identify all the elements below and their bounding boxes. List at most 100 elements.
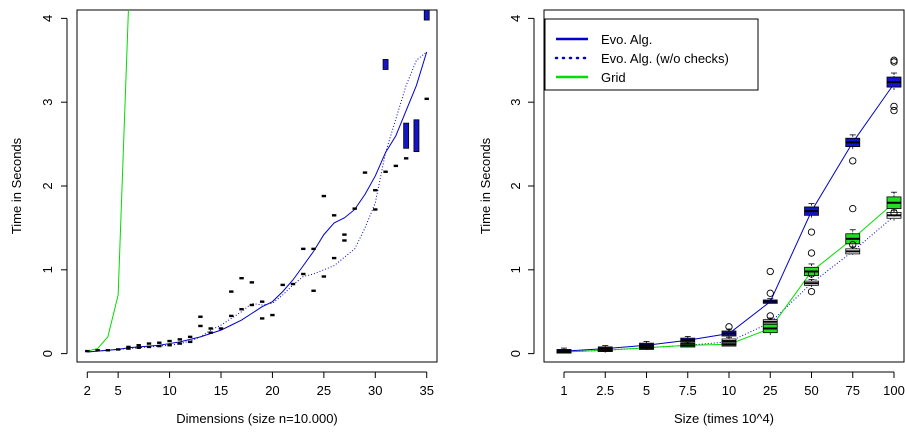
left-y-axis-label: Time in Seconds xyxy=(9,137,24,234)
left-data-point xyxy=(126,345,131,349)
left-box xyxy=(382,59,389,70)
right-y-tick-label: 2 xyxy=(508,182,523,189)
right-outlier-point xyxy=(807,287,816,296)
left-y-ticks: 0 1 2 3 4 xyxy=(40,15,68,357)
left-data-point xyxy=(126,347,131,350)
left-y-tick-label: 0 xyxy=(40,350,55,357)
right-panel: 1 2.5 5 7.5 10 25 50 75 100 0 1 2 3 4 Size (times 10… xyxy=(478,9,905,426)
left-series-line xyxy=(87,9,129,352)
left-y-tick-label: 1 xyxy=(40,266,55,273)
legend-label-evo: Evo. Alg. xyxy=(601,32,652,47)
right-outlier-point xyxy=(890,102,898,111)
right-y-tick-label: 0 xyxy=(508,350,523,357)
right-outlier-point xyxy=(807,249,816,257)
right-y-axis-label: Time in Seconds xyxy=(478,137,493,234)
left-series-line xyxy=(87,51,428,353)
right-y-ticks: 0 1 2 3 4 xyxy=(508,15,535,357)
left-data-point xyxy=(239,308,244,311)
right-plot-frame xyxy=(543,9,905,363)
left-x-tick-label: 30 xyxy=(368,383,382,398)
left-data-point xyxy=(208,327,213,330)
left-box xyxy=(403,122,410,149)
left-data-point xyxy=(331,214,337,217)
right-x-tick-label: 7.5 xyxy=(679,383,697,398)
left-box xyxy=(413,119,420,153)
left-data-point xyxy=(177,342,183,345)
left-data-point xyxy=(85,349,90,353)
left-data-point xyxy=(362,171,368,174)
left-x-ticks: 2 5 10 15 20 25 30 35 xyxy=(84,371,434,398)
left-x-tick-label: 10 xyxy=(162,383,176,398)
right-y-tick-label: 1 xyxy=(508,266,523,273)
right-series-line xyxy=(563,83,895,352)
left-data-point xyxy=(259,317,265,320)
left-data-point xyxy=(270,313,275,317)
left-data-point xyxy=(239,276,244,280)
right-x-tick-label: 50 xyxy=(804,383,818,398)
left-data-point xyxy=(373,188,378,192)
left-data-point xyxy=(105,349,111,352)
left-data-point xyxy=(249,281,255,284)
left-marks xyxy=(85,9,430,353)
legend-label-evo-nochecks: Evo. Alg. (w/o checks) xyxy=(601,51,729,66)
left-data-point xyxy=(157,344,162,348)
left-data-point xyxy=(301,247,306,251)
right-outlier-point xyxy=(849,241,857,249)
right-marks xyxy=(556,56,902,355)
right-outlier-point xyxy=(890,209,898,217)
left-data-point xyxy=(403,157,409,160)
right-outlier-point xyxy=(766,289,774,297)
left-x-axis-label: Dimensions (size n=10.000) xyxy=(176,411,338,426)
right-x-tick-label: 100 xyxy=(883,383,905,398)
right-outlier-point xyxy=(890,106,898,115)
left-data-point xyxy=(352,207,357,210)
left-x-tick-label: 2 xyxy=(84,383,91,398)
left-data-point xyxy=(187,335,193,339)
left-data-point xyxy=(373,208,378,211)
left-data-point xyxy=(393,164,399,168)
left-data-point xyxy=(280,283,285,287)
left-series-line xyxy=(87,51,428,353)
left-plot-frame xyxy=(76,9,438,363)
left-data-point xyxy=(229,314,234,318)
left-data-point xyxy=(331,256,337,260)
right-x-tick-label: 1 xyxy=(560,383,567,398)
left-x-tick-label: 20 xyxy=(265,383,279,398)
left-data-point xyxy=(259,300,265,303)
left-data-point xyxy=(208,331,213,334)
left-data-point xyxy=(229,290,234,293)
left-data-point xyxy=(342,239,347,242)
left-data-point xyxy=(311,247,316,251)
left-data-point xyxy=(311,289,316,292)
right-outlier-point xyxy=(766,312,774,320)
left-data-point xyxy=(321,275,327,278)
left-data-point xyxy=(249,303,255,307)
right-outlier-point xyxy=(807,270,816,278)
left-x-tick-label: 25 xyxy=(317,383,331,398)
left-data-point xyxy=(198,315,203,318)
left-data-point xyxy=(136,344,141,347)
right-outlier-point xyxy=(890,58,898,66)
right-x-tick-label: 10 xyxy=(722,383,736,398)
left-data-point xyxy=(95,349,100,352)
right-x-tick-label: 2.5 xyxy=(596,383,614,398)
left-x-tick-label: 15 xyxy=(214,383,228,398)
right-x-ticks: 1 2.5 5 7.5 10 25 50 75 100 xyxy=(560,371,905,398)
right-outlier-point xyxy=(849,204,857,213)
left-data-point xyxy=(218,327,224,330)
left-data-point xyxy=(342,233,347,236)
legend-label-grid: Grid xyxy=(601,70,626,85)
left-data-point xyxy=(167,344,172,347)
left-data-point xyxy=(157,341,162,344)
left-data-point xyxy=(290,282,296,286)
right-outlier-point xyxy=(849,157,857,165)
left-box xyxy=(423,9,430,21)
left-data-point xyxy=(301,272,306,276)
left-data-point xyxy=(146,342,152,345)
left-data-point xyxy=(136,346,141,349)
left-x-tick-label: 35 xyxy=(419,383,433,398)
left-data-point xyxy=(383,170,388,173)
right-outlier-point xyxy=(766,267,774,276)
left-data-point xyxy=(321,194,327,198)
